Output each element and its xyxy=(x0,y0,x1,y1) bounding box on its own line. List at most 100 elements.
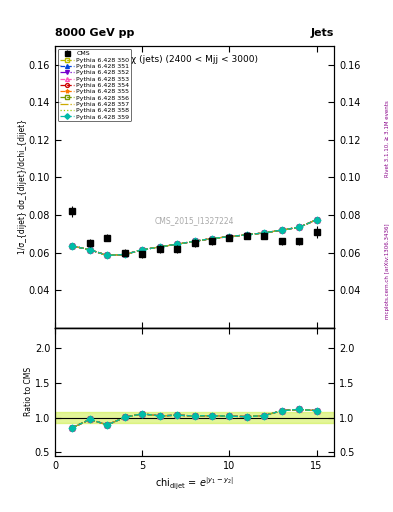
Line: Pythia 6.428 353: Pythia 6.428 353 xyxy=(70,217,319,258)
Pythia 6.428 358 xyxy=(262,230,267,236)
Pythia 6.428 355 xyxy=(157,244,162,250)
Pythia 6.428 354 xyxy=(192,238,197,244)
Pythia 6.428 350 xyxy=(140,247,145,253)
Pythia 6.428 352 xyxy=(157,244,162,250)
Pythia 6.428 357 xyxy=(123,251,127,258)
Pythia 6.428 358 xyxy=(140,247,145,253)
Pythia 6.428 355 xyxy=(244,231,249,238)
Pythia 6.428 358 xyxy=(209,236,214,242)
Pythia 6.428 359 xyxy=(262,230,267,236)
Line: Pythia 6.428 355: Pythia 6.428 355 xyxy=(70,217,319,258)
Pythia 6.428 351 xyxy=(157,244,162,250)
Pythia 6.428 358 xyxy=(88,247,92,253)
Pythia 6.428 353 xyxy=(157,244,162,250)
Pythia 6.428 354 xyxy=(157,244,162,250)
Pythia 6.428 354 xyxy=(123,251,127,258)
Pythia 6.428 358 xyxy=(175,241,180,247)
Pythia 6.428 357 xyxy=(105,252,110,259)
Pythia 6.428 357 xyxy=(297,224,301,230)
Text: mcplots.cern.ch [arXiv:1306.3436]: mcplots.cern.ch [arXiv:1306.3436] xyxy=(385,224,390,319)
Pythia 6.428 357 xyxy=(209,236,214,242)
Line: Pythia 6.428 351: Pythia 6.428 351 xyxy=(70,217,319,258)
Pythia 6.428 350 xyxy=(70,243,75,249)
Pythia 6.428 351 xyxy=(209,236,214,242)
Pythia 6.428 359 xyxy=(192,238,197,244)
Pythia 6.428 354 xyxy=(262,230,267,236)
Pythia 6.428 355 xyxy=(314,217,319,223)
Pythia 6.428 359 xyxy=(140,247,145,253)
Pythia 6.428 353 xyxy=(227,233,232,240)
Pythia 6.428 359 xyxy=(244,231,249,238)
Pythia 6.428 354 xyxy=(70,243,75,249)
Pythia 6.428 353 xyxy=(88,247,92,253)
Pythia 6.428 356 xyxy=(262,230,267,236)
Pythia 6.428 353 xyxy=(175,241,180,247)
Pythia 6.428 357 xyxy=(192,238,197,244)
Pythia 6.428 351 xyxy=(105,252,110,259)
Pythia 6.428 357 xyxy=(279,227,284,233)
Pythia 6.428 359 xyxy=(314,217,319,223)
Pythia 6.428 351 xyxy=(227,233,232,240)
Pythia 6.428 357 xyxy=(70,243,75,249)
Pythia 6.428 353 xyxy=(262,230,267,236)
Pythia 6.428 355 xyxy=(70,243,75,249)
Pythia 6.428 351 xyxy=(192,238,197,244)
Pythia 6.428 359 xyxy=(297,224,301,230)
Bar xyxy=(55,412,334,423)
Pythia 6.428 358 xyxy=(192,238,197,244)
Pythia 6.428 359 xyxy=(209,236,214,242)
Pythia 6.428 359 xyxy=(279,227,284,233)
Pythia 6.428 356 xyxy=(279,227,284,233)
Pythia 6.428 359 xyxy=(123,251,127,258)
Text: χ (jets) (2400 < Mjj < 3000): χ (jets) (2400 < Mjj < 3000) xyxy=(131,55,258,63)
Pythia 6.428 356 xyxy=(227,233,232,240)
Pythia 6.428 359 xyxy=(175,241,180,247)
Pythia 6.428 350 xyxy=(192,238,197,244)
Pythia 6.428 355 xyxy=(123,251,127,258)
Line: Pythia 6.428 356: Pythia 6.428 356 xyxy=(70,217,319,258)
Pythia 6.428 354 xyxy=(209,236,214,242)
Pythia 6.428 352 xyxy=(192,238,197,244)
Pythia 6.428 351 xyxy=(314,217,319,223)
Pythia 6.428 354 xyxy=(279,227,284,233)
Pythia 6.428 350 xyxy=(157,244,162,250)
Y-axis label: 1/σ_{dijet} dσ_{dijet}/dchi_{dijet}: 1/σ_{dijet} dσ_{dijet}/dchi_{dijet} xyxy=(18,119,27,254)
Pythia 6.428 356 xyxy=(70,243,75,249)
X-axis label: chi$_{\rm dijet}$ = $e^{|y_1-y_2|}$: chi$_{\rm dijet}$ = $e^{|y_1-y_2|}$ xyxy=(155,476,234,493)
Line: Pythia 6.428 354: Pythia 6.428 354 xyxy=(70,217,319,258)
Pythia 6.428 354 xyxy=(314,217,319,223)
Pythia 6.428 351 xyxy=(175,241,180,247)
Pythia 6.428 358 xyxy=(244,231,249,238)
Pythia 6.428 350 xyxy=(123,251,127,258)
Pythia 6.428 353 xyxy=(192,238,197,244)
Pythia 6.428 350 xyxy=(314,217,319,223)
Text: CMS_2015_I1327224: CMS_2015_I1327224 xyxy=(155,216,234,225)
Pythia 6.428 356 xyxy=(209,236,214,242)
Pythia 6.428 352 xyxy=(140,247,145,253)
Pythia 6.428 352 xyxy=(209,236,214,242)
Pythia 6.428 354 xyxy=(105,252,110,259)
Pythia 6.428 358 xyxy=(279,227,284,233)
Y-axis label: Ratio to CMS: Ratio to CMS xyxy=(24,367,33,416)
Pythia 6.428 353 xyxy=(70,243,75,249)
Pythia 6.428 352 xyxy=(88,247,92,253)
Line: Pythia 6.428 358: Pythia 6.428 358 xyxy=(72,220,317,255)
Pythia 6.428 350 xyxy=(262,230,267,236)
Pythia 6.428 356 xyxy=(140,247,145,253)
Pythia 6.428 352 xyxy=(244,231,249,238)
Pythia 6.428 350 xyxy=(88,247,92,253)
Pythia 6.428 351 xyxy=(88,247,92,253)
Text: Jets: Jets xyxy=(311,28,334,38)
Pythia 6.428 354 xyxy=(88,247,92,253)
Pythia 6.428 350 xyxy=(244,231,249,238)
Pythia 6.428 359 xyxy=(88,247,92,253)
Pythia 6.428 357 xyxy=(157,244,162,250)
Pythia 6.428 354 xyxy=(175,241,180,247)
Pythia 6.428 353 xyxy=(297,224,301,230)
Pythia 6.428 355 xyxy=(140,247,145,253)
Pythia 6.428 356 xyxy=(88,247,92,253)
Pythia 6.428 351 xyxy=(262,230,267,236)
Pythia 6.428 355 xyxy=(105,252,110,259)
Pythia 6.428 350 xyxy=(209,236,214,242)
Pythia 6.428 357 xyxy=(140,247,145,253)
